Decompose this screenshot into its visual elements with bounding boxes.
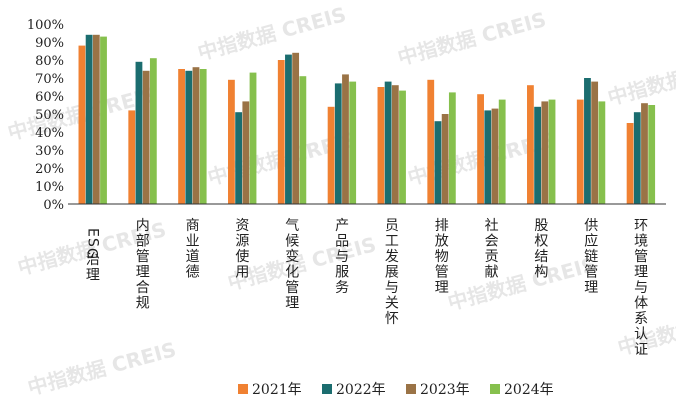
bar (484, 110, 492, 204)
category-label: 内部管理合规 (136, 218, 150, 312)
category-label: 气候变化管理 (285, 218, 299, 312)
bar (128, 110, 136, 204)
bar (135, 61, 143, 204)
bar (92, 34, 100, 204)
category-label: 股权结构 (534, 218, 548, 281)
category-label: E S G治理 (83, 228, 100, 284)
watermark-text: 中指数据 CREIS (25, 337, 179, 400)
bar (576, 99, 584, 204)
y-tick-label: 70% (35, 72, 64, 87)
bar (100, 36, 107, 204)
y-axis-ticks: 0% 10% 20% 30% 40% 50% 60% 70% 80% 90% 100% (27, 18, 64, 213)
bar (235, 112, 243, 204)
bar (641, 103, 648, 204)
bar (377, 87, 385, 204)
bar (441, 114, 449, 204)
bar (598, 101, 606, 204)
category-label: 产品与服务 (335, 218, 349, 296)
category-label: 资源使用 (235, 218, 249, 281)
watermark-text: 中指数据 CREIS (605, 47, 676, 110)
bar (192, 67, 200, 204)
bar (534, 106, 542, 204)
bar (277, 60, 285, 204)
bar (292, 52, 300, 204)
bar (242, 101, 250, 204)
category-label: 社会贡献 (485, 218, 499, 281)
y-tick-label: 80% (35, 54, 64, 69)
legend-label: 2024年 (504, 382, 554, 398)
bar (142, 70, 150, 204)
bar (434, 121, 442, 204)
y-tick-label: 0% (43, 198, 64, 213)
bar (648, 105, 656, 204)
bar (349, 81, 357, 204)
bar (427, 79, 435, 204)
bars (78, 34, 656, 205)
bar (633, 112, 641, 204)
y-tick-label: 50% (35, 108, 64, 123)
bar (228, 79, 235, 204)
bar (178, 69, 185, 204)
bar (334, 83, 342, 204)
bar (285, 54, 292, 204)
bar (527, 85, 534, 204)
bar (491, 108, 499, 204)
legend-label: 2021年 (252, 382, 302, 398)
legend-swatch (322, 384, 332, 394)
bar (185, 70, 193, 204)
bar (149, 58, 157, 205)
bar (591, 81, 599, 204)
bar (391, 85, 399, 204)
bar (541, 101, 549, 204)
bar (85, 34, 93, 204)
y-tick-label: 20% (35, 162, 64, 177)
legend: 2021年 2022年 2023年 2024年 (238, 382, 554, 398)
bar (249, 72, 257, 204)
category-label: 排放物管理 (435, 218, 449, 296)
category-labels: E S G治理 内部管理合规 商业道德 资源使用 气候变化管理 产品与服务 员工发展与关怀 排放物… (83, 218, 648, 358)
y-tick-label: 30% (35, 144, 64, 159)
legend-label: 2023年 (420, 382, 470, 398)
y-tick-label: 40% (35, 126, 64, 141)
bar (299, 76, 307, 204)
bar (477, 94, 484, 204)
y-tick-label: 60% (35, 90, 64, 105)
watermark-text: 中指数据 CREIS (395, 7, 549, 70)
bar (548, 99, 556, 204)
legend-swatch (238, 384, 248, 394)
legend-label: 2022年 (336, 382, 386, 398)
y-tick-label: 90% (35, 36, 64, 51)
category-label: 员工发展与关怀 (385, 218, 399, 327)
legend-swatch (490, 384, 500, 394)
watermark-text: 中指数据 CREIS (195, 2, 349, 65)
category-label: 环境管理与体系认证 (634, 218, 648, 358)
bar (448, 92, 456, 204)
bar (584, 78, 591, 204)
y-tick-label: 100% (27, 18, 64, 33)
watermark-text: 中指数据 CREIS (445, 252, 599, 315)
legend-swatch (406, 384, 416, 394)
bar (399, 90, 406, 204)
bar (327, 106, 335, 204)
category-label: 供应链管理 (584, 218, 598, 296)
bar (626, 123, 634, 204)
bar (384, 81, 392, 204)
bar (342, 74, 349, 205)
bar (498, 99, 506, 204)
category-label: 商业道德 (186, 218, 200, 281)
y-tick-label: 10% (35, 180, 64, 195)
bar (78, 45, 86, 204)
bar (199, 69, 207, 204)
